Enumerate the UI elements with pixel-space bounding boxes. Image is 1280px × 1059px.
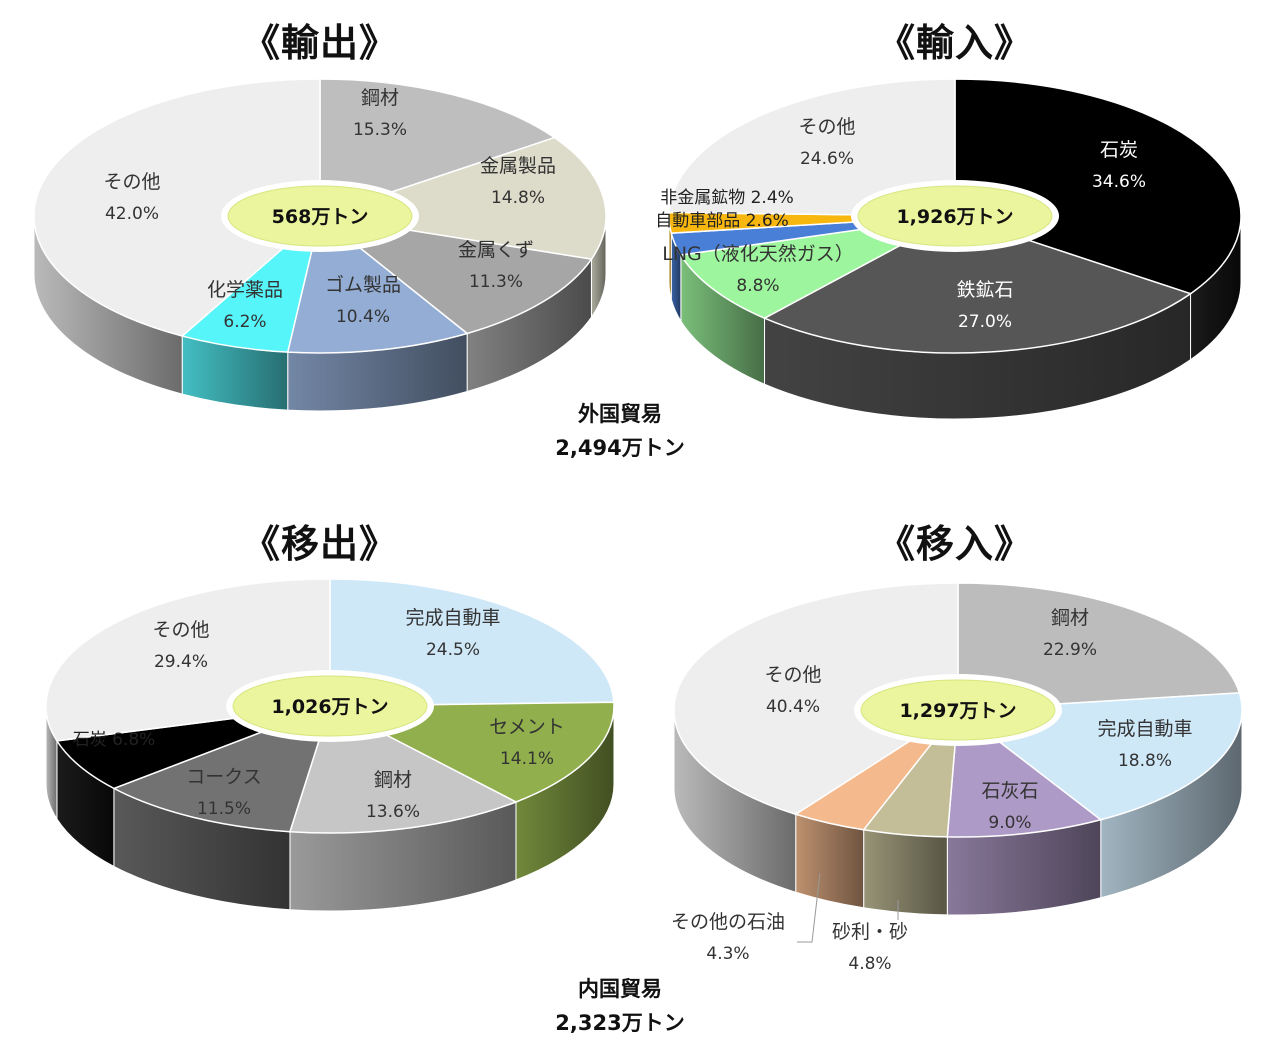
- slice-name-2-5: その他: [152, 619, 209, 641]
- slice-0-5: [33, 78, 321, 337]
- domestic-trade-label: 内国貿易 2,323万トン: [470, 972, 770, 1040]
- slice-3-0: [957, 582, 1241, 711]
- slice-label-1-4: 非金属鉱物 2.4%: [660, 188, 794, 208]
- slice-name-3-3: 砂利・砂: [832, 921, 908, 943]
- slice-pct-0-0: 15.3%: [353, 120, 407, 140]
- slice-name-0-2: 金属くず: [458, 239, 534, 261]
- title-domestic-in: 《移入》: [876, 522, 1033, 566]
- slice-pct-3-2: 9.0%: [988, 813, 1031, 833]
- slice-2-3: [112, 704, 332, 833]
- slice-pct-3-3: 4.8%: [848, 954, 891, 974]
- title-export: 《輸出》: [241, 21, 398, 65]
- slice-1-5: [668, 78, 956, 217]
- slice-name-2-2: 鋼材: [374, 769, 412, 791]
- total-hub-0: [227, 185, 413, 247]
- slice-name-1-1: 鉄鉱石: [956, 279, 1013, 301]
- slice-pct-0-5: 42.0%: [105, 204, 159, 224]
- foreign-trade-title: 外国貿易: [578, 402, 662, 426]
- slice-name-0-3: ゴム製品: [325, 274, 401, 296]
- slice-pct-3-1: 18.8%: [1118, 751, 1172, 771]
- slice-pct-3-0: 22.9%: [1043, 640, 1097, 660]
- slice-name-1-0: 石炭: [1100, 139, 1138, 161]
- slice-name-3-1: 完成自動車: [1097, 718, 1192, 740]
- title-domestic-out: 《移出》: [241, 522, 398, 566]
- slice-3-5: [673, 582, 959, 816]
- slice-pct-3-4: 4.3%: [706, 944, 749, 964]
- slice-name-0-0: 鋼材: [361, 87, 399, 109]
- leader-line-oil: [797, 872, 821, 943]
- total-label-2: 1,026万トン: [271, 696, 388, 718]
- domestic-trade-title: 内国貿易: [578, 977, 662, 1001]
- slice-0-2: [317, 214, 593, 335]
- total-hub-2: [232, 675, 428, 737]
- slice-name-1-2: LNG（液化天然ガス）: [662, 243, 854, 265]
- slice-0-0: [319, 78, 557, 218]
- slice-pct-1-0: 34.6%: [1092, 172, 1146, 192]
- slice-name-2-1: セメント: [489, 716, 565, 738]
- slice-name-0-4: 化学薬品: [207, 279, 283, 301]
- slice-pct-1-1: 27.0%: [958, 312, 1012, 332]
- slice-label-2-4: 石炭 6.8%: [73, 730, 156, 750]
- slice-1-0: [954, 78, 1242, 295]
- pie-chart-2: 1,026万トン 完成自動車 24.5% セメント 14.1% 鋼材 13.6% コークス 11…: [45, 578, 615, 912]
- slice-name-3-2: 石灰石: [981, 780, 1038, 802]
- title-import: 《輸入》: [876, 21, 1033, 65]
- slice-pct-2-2: 13.6%: [366, 802, 420, 822]
- slice-pct-2-3: 11.5%: [197, 799, 251, 819]
- slice-name-1-5: その他: [798, 116, 855, 138]
- foreign-trade-label: 外国貿易 2,494万トン: [470, 397, 770, 465]
- slice-name-0-1: 金属製品: [480, 155, 556, 177]
- slice-pct-1-5: 24.6%: [800, 149, 854, 169]
- slice-pct-2-1: 14.1%: [500, 749, 554, 769]
- slice-pct-0-1: 14.8%: [491, 188, 545, 208]
- slice-label-1-3: 自動車部品 2.6%: [655, 211, 789, 231]
- slice-name-0-5: その他: [103, 171, 160, 193]
- slice-name-2-0: 完成自動車: [405, 607, 500, 629]
- slice-pct-1-2: 8.8%: [736, 276, 779, 296]
- foreign-trade-total: 2,494万トン: [555, 436, 685, 460]
- pie-chart-0: 568万トン 鋼材 15.3% 金属製品 14.8% 金属くず 11.3% ゴム製品 10.4%…: [33, 78, 607, 412]
- slice-name-3-5: その他: [764, 664, 821, 686]
- slice-1-1: [762, 215, 1193, 354]
- slice-name-3-0: 鋼材: [1051, 607, 1089, 629]
- domestic-trade-total: 2,323万トン: [555, 1011, 685, 1035]
- total-label-3: 1,297万トン: [899, 700, 1016, 722]
- slice-pct-3-5: 40.4%: [766, 697, 820, 717]
- slice-pct-0-4: 6.2%: [223, 312, 266, 332]
- pie-chart-3: 1,297万トン 鋼材 22.9% 完成自動車 18.8% 石灰石 9.0% 砂利・砂 4.8%…: [671, 582, 1243, 974]
- total-hub-3: [860, 679, 1056, 741]
- slice-pct-0-3: 10.4%: [336, 307, 390, 327]
- slice-pct-2-5: 29.4%: [154, 652, 208, 672]
- slice-0-1: [319, 136, 607, 260]
- pie-chart-1: 1,926万トン 石炭 34.6% 鉄鉱石 27.0% LNG（液化天然ガス） 8.8% 自動…: [655, 78, 1242, 420]
- slice-2-0: [329, 578, 615, 707]
- slice-pct-2-0: 24.5%: [426, 640, 480, 660]
- slice-name-3-4: その他の石油: [671, 911, 785, 933]
- slice-side-3-3: [863, 829, 948, 916]
- total-label-0: 568万トン: [272, 206, 369, 228]
- total-hub-1: [857, 185, 1053, 247]
- slice-name-2-3: コークス: [186, 766, 261, 788]
- total-label-1: 1,926万トン: [896, 206, 1013, 228]
- slice-pct-0-2: 11.3%: [469, 272, 523, 292]
